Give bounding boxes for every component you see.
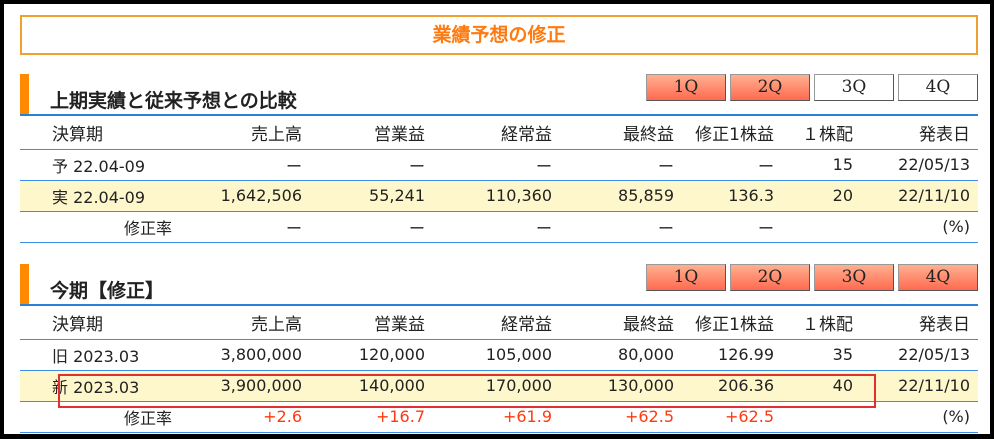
eps-cell: ー: [682, 149, 782, 181]
section-full-year: 今期【修正】 1Q 2Q 3Q 4Q 決算期 売上高 営業益 経常益 最終益 修…: [20, 264, 978, 433]
date-cell: 22/05/13: [861, 339, 978, 371]
revision-rate-row: 修正率 ー ー ー ー ー (%): [20, 211, 978, 243]
section-half-year: 上期実績と従来予想との比較 1Q 2Q 3Q 4Q 決算期 売上高 営業益 経常…: [20, 74, 978, 243]
tab-1q[interactable]: 1Q: [646, 264, 726, 291]
ordinary-profit-cell: 105,000: [433, 339, 560, 371]
dividend-cell: 20: [782, 180, 861, 212]
tab-4q[interactable]: 4Q: [898, 74, 978, 101]
table-header-row: 決算期 売上高 営業益 経常益 最終益 修正1株益 １株配 発表日: [20, 306, 978, 340]
sales-cell: 1,642,506: [180, 180, 310, 212]
col-header: １株配: [782, 306, 861, 340]
tab-3q[interactable]: 3Q: [814, 264, 894, 291]
tab-2q[interactable]: 2Q: [730, 264, 810, 291]
col-header: 修正1株益: [682, 116, 782, 150]
table-row: 予 22.04-09 ー ー ー ー ー 15 22/05/13: [20, 149, 978, 181]
operating-rate: ー: [310, 211, 433, 243]
operating-profit-cell: 140,000: [310, 370, 433, 402]
net-profit-cell: 85,859: [560, 180, 682, 212]
dividend-cell: 15: [782, 149, 861, 181]
ordinary-rate: +61.9: [433, 401, 560, 433]
unit-label: (%): [861, 401, 978, 433]
ordinary-profit-cell: ー: [433, 149, 560, 181]
period-cell: 実 22.04-09: [20, 180, 180, 212]
section-title: 上期実績と従来予想との比較: [50, 90, 297, 112]
operating-profit-cell: ー: [310, 149, 433, 181]
tab-3q[interactable]: 3Q: [814, 74, 894, 101]
col-header: 発表日: [861, 116, 978, 150]
period-cell: 新 2023.03: [20, 370, 180, 402]
eps-rate: ー: [682, 211, 782, 243]
col-header: 経常益: [433, 306, 560, 340]
rate-label: 修正率: [20, 211, 180, 243]
period-cell: 予 22.04-09: [20, 149, 180, 181]
sales-rate: +2.6: [180, 401, 310, 433]
net-profit-cell: 130,000: [560, 370, 682, 402]
period-cell: 旧 2023.03: [20, 339, 180, 371]
sales-cell: 3,800,000: [180, 339, 310, 371]
dividend-rate: [782, 401, 861, 433]
section-title: 今期【修正】: [50, 280, 165, 302]
section-accent-bar: [20, 74, 29, 114]
forecast-table: 決算期 売上高 営業益 経常益 最終益 修正1株益 １株配 発表日 旧 2023…: [20, 306, 978, 433]
col-header: 営業益: [310, 116, 433, 150]
ordinary-rate: ー: [433, 211, 560, 243]
table-header-row: 決算期 売上高 営業益 経常益 最終益 修正1株益 １株配 発表日: [20, 116, 978, 150]
col-header: 修正1株益: [682, 306, 782, 340]
col-header: 売上高: [180, 306, 310, 340]
section-rule: [20, 114, 978, 116]
col-header: 経常益: [433, 116, 560, 150]
col-header: 営業益: [310, 306, 433, 340]
net-profit-cell: ー: [560, 149, 682, 181]
page-frame: 業績予想の修正 上期実績と従来予想との比較 1Q 2Q 3Q 4Q 決算期 売上…: [4, 4, 990, 434]
ordinary-profit-cell: 170,000: [433, 370, 560, 402]
sales-rate: ー: [180, 211, 310, 243]
section-accent-bar: [20, 264, 29, 304]
revision-rate-row: 修正率 +2.6 +16.7 +61.9 +62.5 +62.5 (%): [20, 401, 978, 433]
dividend-rate: [782, 211, 861, 243]
col-header: １株配: [782, 116, 861, 150]
rate-label: 修正率: [20, 401, 180, 433]
section-rule: [20, 304, 978, 306]
tab-4q[interactable]: 4Q: [898, 264, 978, 291]
tab-2q[interactable]: 2Q: [730, 74, 810, 101]
sales-cell: 3,900,000: [180, 370, 310, 402]
sales-cell: ー: [180, 149, 310, 181]
col-header: 最終益: [560, 306, 682, 340]
eps-cell: 136.3: [682, 180, 782, 212]
col-header: 発表日: [861, 306, 978, 340]
table-row: 実 22.04-09 1,642,506 55,241 110,360 85,8…: [20, 180, 978, 212]
eps-cell: 206.36: [682, 370, 782, 402]
eps-rate: +62.5: [682, 401, 782, 433]
date-cell: 22/11/10: [861, 180, 978, 212]
net-rate: ー: [560, 211, 682, 243]
section-header: 今期【修正】 1Q 2Q 3Q 4Q: [20, 264, 978, 304]
date-cell: 22/11/10: [861, 370, 978, 402]
operating-profit-cell: 55,241: [310, 180, 433, 212]
col-header: 売上高: [180, 116, 310, 150]
eps-cell: 126.99: [682, 339, 782, 371]
page-title: 業績予想の修正: [20, 15, 978, 55]
quarter-tabs: 1Q 2Q 3Q 4Q: [646, 74, 978, 101]
unit-label: (%): [861, 211, 978, 243]
dividend-cell: 35: [782, 339, 861, 371]
col-header: 最終益: [560, 116, 682, 150]
section-header: 上期実績と従来予想との比較 1Q 2Q 3Q 4Q: [20, 74, 978, 114]
tab-1q[interactable]: 1Q: [646, 74, 726, 101]
net-rate: +62.5: [560, 401, 682, 433]
table-row: 旧 2023.03 3,800,000 120,000 105,000 80,0…: [20, 339, 978, 371]
table-row: 新 2023.03 3,900,000 140,000 170,000 130,…: [20, 370, 978, 402]
operating-rate: +16.7: [310, 401, 433, 433]
date-cell: 22/05/13: [861, 149, 978, 181]
ordinary-profit-cell: 110,360: [433, 180, 560, 212]
dividend-cell: 40: [782, 370, 861, 402]
quarter-tabs: 1Q 2Q 3Q 4Q: [646, 264, 978, 291]
operating-profit-cell: 120,000: [310, 339, 433, 371]
results-table: 決算期 売上高 営業益 経常益 最終益 修正1株益 １株配 発表日 予 22.0…: [20, 116, 978, 243]
net-profit-cell: 80,000: [560, 339, 682, 371]
col-header: 決算期: [20, 116, 180, 150]
col-header: 決算期: [20, 306, 180, 340]
